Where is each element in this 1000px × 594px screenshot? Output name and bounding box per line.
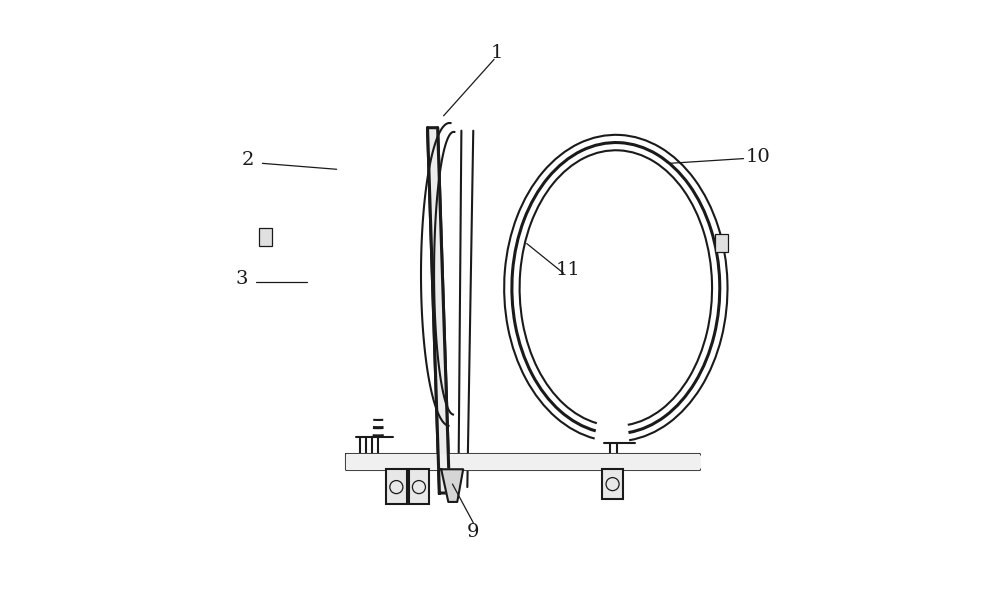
Text: 10: 10 [746, 148, 771, 166]
Polygon shape [428, 128, 450, 493]
Bar [386, 469, 407, 504]
Polygon shape [441, 469, 463, 502]
Text: 11: 11 [556, 261, 581, 279]
Bar [259, 228, 272, 246]
Text: 2: 2 [241, 151, 254, 169]
Bar [715, 234, 728, 252]
Polygon shape [346, 454, 699, 469]
Text: 1: 1 [491, 45, 503, 62]
Text: 3: 3 [235, 270, 248, 288]
Bar [409, 469, 429, 504]
Bar [602, 469, 623, 499]
Text: 9: 9 [467, 523, 480, 541]
